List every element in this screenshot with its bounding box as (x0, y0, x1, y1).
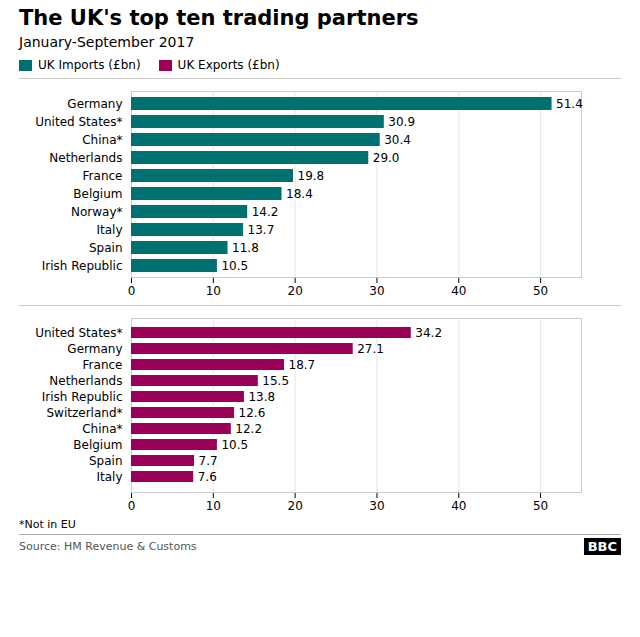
svg-text:51.4: 51.4 (556, 97, 583, 111)
svg-text:27.1: 27.1 (357, 342, 384, 356)
svg-text:29.0: 29.0 (373, 151, 400, 165)
svg-text:Norway*: Norway* (71, 205, 123, 219)
svg-text:Spain: Spain (89, 241, 123, 255)
svg-text:20: 20 (287, 499, 302, 513)
svg-text:11.8: 11.8 (232, 241, 259, 255)
svg-text:18.7: 18.7 (289, 358, 316, 372)
svg-text:Italy: Italy (96, 470, 122, 484)
svg-text:15.5: 15.5 (262, 374, 289, 388)
svg-text:0: 0 (128, 284, 136, 298)
svg-text:Spain: Spain (89, 454, 123, 468)
svg-text:14.2: 14.2 (252, 205, 279, 219)
svg-text:30.9: 30.9 (388, 115, 415, 129)
svg-text:34.2: 34.2 (415, 326, 442, 340)
svg-text:Italy: Italy (96, 223, 122, 237)
svg-text:10: 10 (206, 499, 221, 513)
svg-text:10.5: 10.5 (221, 259, 248, 273)
html-text:UK Imports (£bn): UK Imports (£bn) (38, 58, 141, 72)
svg-text:19.8: 19.8 (298, 169, 325, 183)
svg-text:China*: China* (82, 422, 122, 436)
html-text:Source: HM Revenue & Customs: Source: HM Revenue & Customs (19, 540, 197, 553)
svg-text:7.7: 7.7 (199, 454, 218, 468)
svg-text:30: 30 (369, 284, 384, 298)
svg-text:50: 50 (533, 499, 548, 513)
html-text:The UK's top ten trading partn: The UK's top ten trading partners (19, 6, 419, 30)
svg-text:50: 50 (533, 284, 548, 298)
svg-text:7.6: 7.6 (198, 470, 217, 484)
svg-text:10: 10 (206, 284, 221, 298)
svg-text:20: 20 (287, 284, 302, 298)
svg-text:Irish Republic: Irish Republic (42, 259, 123, 273)
svg-text:United States*: United States* (35, 115, 122, 129)
svg-text:Netherlands: Netherlands (49, 151, 122, 165)
svg-text:Germany: Germany (67, 342, 122, 356)
html-text:BBC: BBC (587, 539, 617, 554)
svg-text:40: 40 (451, 284, 466, 298)
svg-text:Belgium: Belgium (73, 438, 122, 452)
svg-text:Irish Republic: Irish Republic (42, 390, 123, 404)
html-text:*Not in EU: *Not in EU (19, 518, 76, 531)
svg-text:Switzerland*: Switzerland* (47, 406, 123, 420)
svg-text:10.5: 10.5 (221, 438, 248, 452)
svg-text:France: France (83, 169, 123, 183)
svg-text:Germany: Germany (67, 97, 122, 111)
svg-text:0: 0 (128, 499, 136, 513)
html-text:January-September 2017: January-September 2017 (19, 34, 195, 50)
svg-text:13.7: 13.7 (248, 223, 275, 237)
svg-text:United States*: United States* (35, 326, 122, 340)
svg-text:18.4: 18.4 (286, 187, 313, 201)
svg-text:13.8: 13.8 (248, 390, 275, 404)
svg-text:12.6: 12.6 (239, 406, 266, 420)
svg-text:12.2: 12.2 (235, 422, 262, 436)
svg-text:Belgium: Belgium (73, 187, 122, 201)
svg-text:40: 40 (451, 499, 466, 513)
svg-text:30.4: 30.4 (384, 133, 411, 147)
svg-text:30: 30 (369, 499, 384, 513)
svg-text:China*: China* (82, 133, 122, 147)
html-text:UK Exports (£bn): UK Exports (£bn) (177, 58, 280, 72)
svg-text:Netherlands: Netherlands (49, 374, 122, 388)
svg-text:France: France (83, 358, 123, 372)
